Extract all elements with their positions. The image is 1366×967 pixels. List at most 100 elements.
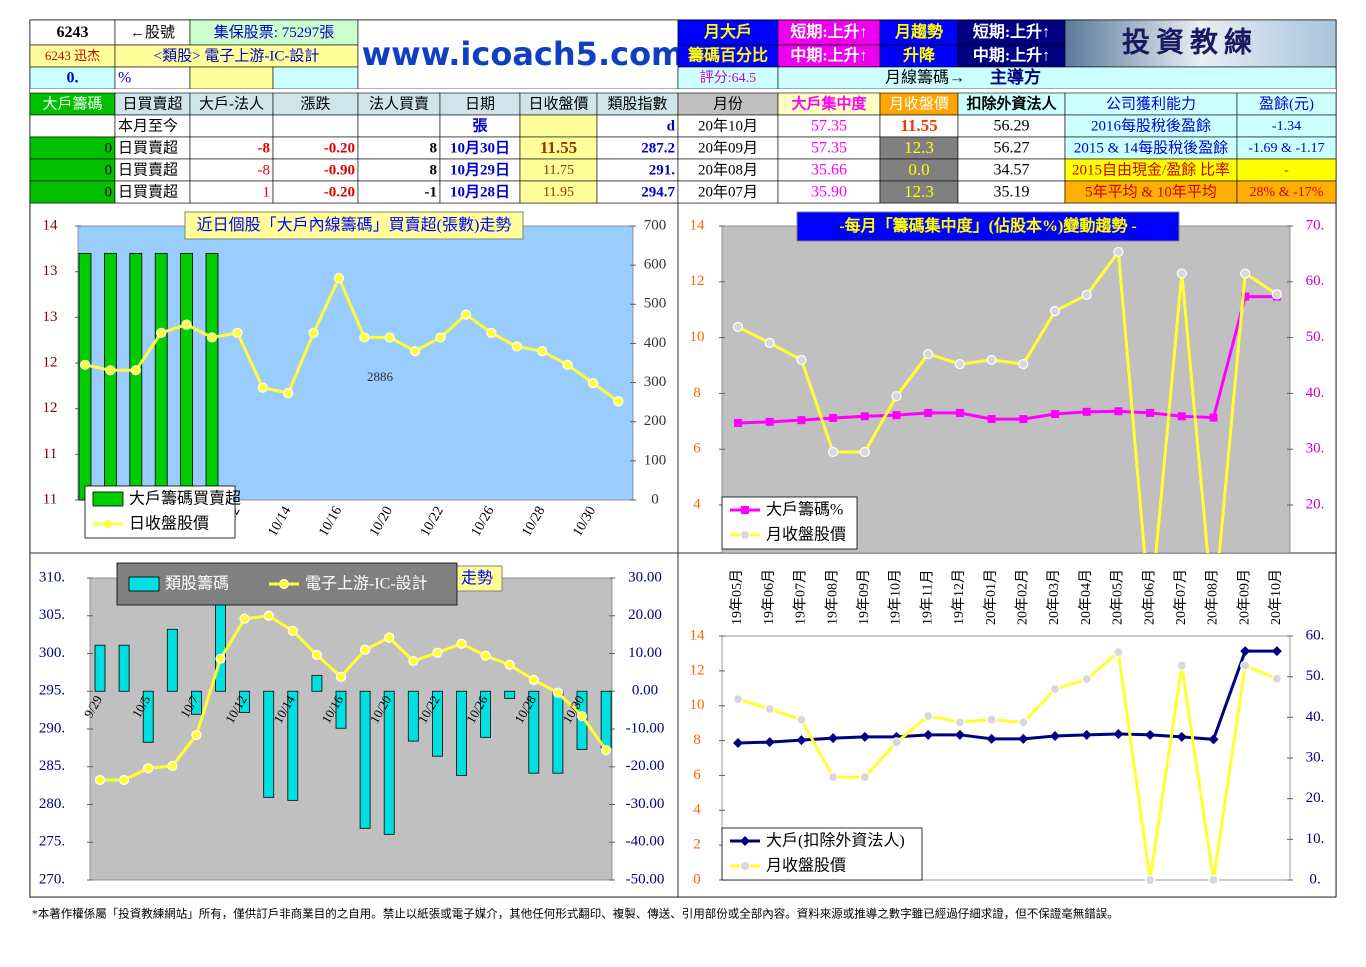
- cell: [29, 136, 116, 160]
- legend-swatch: [92, 491, 124, 507]
- y-tick-label: 700: [644, 217, 667, 233]
- x-tick-label: 20年05月: [1110, 569, 1126, 625]
- legend-label: 日收盤股價: [129, 515, 209, 533]
- cell-text: 10月29日: [450, 161, 510, 178]
- marker: [600, 745, 612, 756]
- marker: [480, 650, 491, 661]
- cell-text: 35.66: [811, 162, 847, 179]
- cell-text: 11.55: [540, 138, 577, 157]
- cell: [357, 114, 441, 138]
- legend-label: 大戶籌碼%: [766, 501, 843, 519]
- cell-text: 1: [263, 184, 271, 200]
- y-tick-label: 0.: [1309, 871, 1320, 887]
- bar: [118, 644, 130, 692]
- cell-text: %: [118, 70, 131, 87]
- bar: [78, 252, 92, 501]
- cell-text: 短期:上升↑: [790, 22, 867, 41]
- cell-text: 11.55: [900, 116, 937, 135]
- bar: [129, 252, 143, 501]
- cell: [189, 66, 274, 90]
- marker: [954, 359, 966, 370]
- cell-text: 升降: [903, 46, 936, 65]
- cell-text: 集保股票: 75297張: [214, 24, 334, 41]
- y-tick-label: 295.: [39, 683, 65, 699]
- marker: [923, 348, 934, 360]
- marker: [1049, 305, 1061, 317]
- cell-text: 法人買賣: [369, 95, 429, 112]
- title-box: [796, 211, 1180, 242]
- cell: [29, 114, 116, 138]
- cell-text: 盈餘(元): [1259, 95, 1314, 112]
- marker: [891, 391, 902, 402]
- marker: [764, 737, 775, 748]
- cell: [272, 114, 359, 138]
- y-tick-label: 20.00: [628, 607, 662, 623]
- y-tick-label: 14: [690, 217, 706, 233]
- cell-text: 日買賣超: [118, 139, 178, 156]
- y-tick-label: 40.: [1306, 709, 1325, 725]
- y-tick-label: 10: [690, 329, 705, 345]
- cell-text: 扣除外資法人: [966, 94, 1057, 112]
- cell: [272, 66, 359, 90]
- cell-text: 中期:上升↑: [973, 46, 1050, 65]
- marker: [384, 632, 395, 643]
- x-tick-label: 19年05月: [729, 569, 745, 625]
- y-tick-label: 10.: [1306, 831, 1325, 847]
- cell-text: 287.2: [641, 140, 675, 156]
- x-tick-label: 20年08月: [1205, 569, 1221, 625]
- y-tick-label: 200: [644, 413, 667, 429]
- marker: [1146, 408, 1155, 417]
- y-tick-label: 70.: [1306, 217, 1325, 233]
- cell-text: 6243: [57, 24, 89, 41]
- marker: [1240, 646, 1251, 657]
- y-tick-label: 8: [693, 732, 701, 748]
- marker: [384, 332, 395, 343]
- cell: [879, 19, 959, 46]
- bar: [180, 252, 194, 501]
- cell-text: 日買賣超: [118, 183, 178, 200]
- y-tick-label: 8: [693, 385, 701, 401]
- marker: [828, 733, 839, 744]
- cell-text: 11.95: [543, 185, 574, 200]
- cell-text: 57.35: [811, 140, 847, 157]
- cell-text: 0.: [67, 70, 79, 87]
- marker: [143, 763, 154, 774]
- marker: [955, 408, 964, 417]
- marker: [827, 772, 839, 783]
- cell-text: 5年平均 & 10年平均: [1085, 183, 1217, 200]
- marker: [859, 731, 870, 742]
- cell-text: 28% & -17%: [1250, 185, 1324, 200]
- title-box: [184, 211, 524, 240]
- marker: [105, 365, 116, 376]
- y-tick-label: 12: [43, 354, 58, 370]
- y-tick-label: 14: [43, 217, 59, 233]
- legend-label: 類股籌碼: [165, 575, 229, 593]
- y-tick-label: -50.00: [626, 871, 665, 887]
- marker: [1271, 673, 1283, 684]
- y-tick-label: 290.: [39, 720, 65, 736]
- y-tick-label: 300: [644, 374, 667, 390]
- marker: [796, 714, 807, 725]
- cell-text: -8: [258, 162, 271, 178]
- line: [84, 274, 620, 403]
- marker: [1051, 410, 1059, 419]
- cell-text: ←股號: [130, 24, 175, 41]
- marker: [1177, 412, 1186, 421]
- marker: [1271, 289, 1283, 300]
- y-tick-label: 0: [693, 871, 701, 887]
- y-tick-label: 30.: [1306, 749, 1325, 765]
- marker: [1018, 359, 1029, 370]
- y-tick-label: 4: [693, 802, 701, 818]
- marker: [1049, 684, 1061, 695]
- marker: [206, 332, 218, 343]
- cell-text: 20年08月: [698, 161, 758, 178]
- marker: [1114, 407, 1123, 416]
- cell: [357, 19, 679, 90]
- legend-marker: [103, 519, 113, 529]
- cell: [957, 19, 1066, 46]
- cell-text: d: [667, 118, 676, 134]
- x-tick-label: 20年03月: [1046, 569, 1062, 625]
- marker: [1145, 729, 1156, 740]
- y-tick-label: 12: [690, 662, 705, 678]
- chart: 11111212131314010020030040050060070010/1…: [30, 203, 678, 553]
